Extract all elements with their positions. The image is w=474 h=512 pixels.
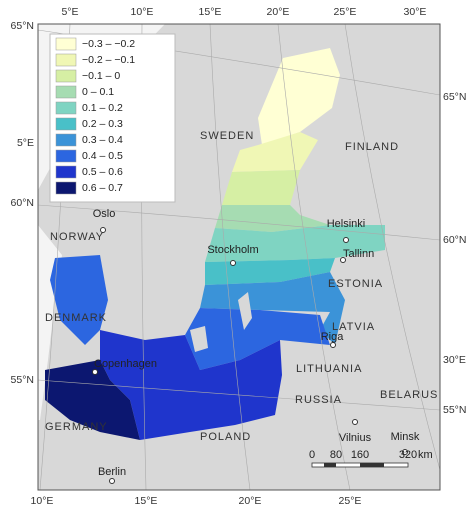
graticule-label: 25°E xyxy=(334,6,357,18)
graticule-label: 60°N xyxy=(443,234,466,246)
city-label: Tallinn xyxy=(343,248,374,260)
city-label: Stockholm xyxy=(207,244,258,256)
scale-unit: km xyxy=(418,449,433,461)
sea-region xyxy=(222,170,300,205)
country-label: LATVIA xyxy=(332,321,375,333)
graticule-label: 20°E xyxy=(239,495,262,507)
country-label: ESTONIA xyxy=(328,278,383,290)
sea-region xyxy=(100,330,282,440)
city-marker xyxy=(340,257,346,263)
scale-bar-segment xyxy=(360,463,384,467)
scale-bar-segment xyxy=(324,463,336,467)
sea-region xyxy=(258,48,340,145)
graticule-label: 10°E xyxy=(131,6,154,18)
legend-swatch xyxy=(55,53,77,67)
legend-swatch xyxy=(55,85,77,99)
graticule-label: 55°N xyxy=(11,374,34,386)
sea-region xyxy=(45,360,140,440)
country-label: LITHUANIA xyxy=(296,363,362,375)
sea-region xyxy=(205,258,335,285)
country-label: RUSSIA xyxy=(295,394,342,406)
country-label: DENMARK xyxy=(45,312,107,324)
city-label: Vilnius xyxy=(339,432,372,444)
graticule-line xyxy=(37,379,441,411)
scale-label: 160 xyxy=(351,449,369,461)
city-label: Helsinki xyxy=(327,218,366,230)
legend-label: 0.3 – 0.4 xyxy=(82,134,123,146)
city-marker xyxy=(230,260,236,266)
country-label: FINLAND xyxy=(345,141,399,153)
city-marker xyxy=(343,237,349,243)
graticule-line xyxy=(277,23,351,491)
legend-swatch xyxy=(55,133,77,147)
graticule-label: 10°E xyxy=(31,495,54,507)
sea-region xyxy=(205,225,385,262)
legend-label: −0.1 – 0 xyxy=(82,70,120,82)
legend-label: 0.1 – 0.2 xyxy=(82,102,123,114)
island xyxy=(190,326,208,352)
city-label: Copenhagen xyxy=(94,358,157,370)
graticule-line xyxy=(209,23,251,491)
sea-region xyxy=(50,255,108,345)
city-label: Minsk xyxy=(391,431,420,443)
legend-label: 0.5 – 0.6 xyxy=(82,166,123,178)
sea-region xyxy=(232,132,318,172)
graticule-label: 20°E xyxy=(267,6,290,18)
legend-label: 0.2 – 0.3 xyxy=(82,118,123,130)
city-marker xyxy=(92,369,98,375)
scale-label: 0 xyxy=(309,449,315,461)
island xyxy=(238,292,252,330)
graticule-label: 65°N xyxy=(443,91,466,103)
graticule-label: 65°N xyxy=(11,20,34,32)
city-label: Oslo xyxy=(93,208,116,220)
map-frame xyxy=(37,23,441,491)
graticule-line xyxy=(344,23,441,471)
graticule-line xyxy=(37,204,441,241)
graticule-label: 5°E xyxy=(17,137,34,149)
legend-label: 0.6 – 0.7 xyxy=(82,182,123,194)
city-label: Riga xyxy=(321,331,345,343)
legend-label: −0.2 – −0.1 xyxy=(82,54,135,66)
sea-region xyxy=(215,205,330,232)
graticule-label: 15°E xyxy=(135,495,158,507)
graticule-label: 30°E xyxy=(443,354,466,366)
graticule-label: 55°N xyxy=(443,404,466,416)
city-marker xyxy=(402,449,408,455)
sea-region xyxy=(185,308,330,370)
sea-region xyxy=(200,272,345,345)
legend-swatch xyxy=(55,101,77,115)
legend-swatch xyxy=(55,117,77,131)
country-label: GERMANY xyxy=(45,421,108,433)
legend-swatch xyxy=(55,165,77,179)
city-marker xyxy=(100,227,106,233)
graticule-label: 5°E xyxy=(61,6,78,18)
country-label: SWEDEN xyxy=(200,130,254,142)
legend-label: 0 – 0.1 xyxy=(82,86,114,98)
city-marker xyxy=(109,478,115,484)
city-marker xyxy=(330,342,336,348)
country-label: POLAND xyxy=(200,431,251,443)
legend-label: 0.4 – 0.5 xyxy=(82,150,123,162)
graticule-label: 30°E xyxy=(404,6,427,18)
graticule-label: 25°E xyxy=(339,495,362,507)
legend-swatch xyxy=(55,37,77,51)
legend-swatch xyxy=(55,149,77,163)
graticule-label: 15°E xyxy=(199,6,222,18)
scale-label: 80 xyxy=(330,449,342,461)
graticule-label: 60°N xyxy=(11,197,34,209)
country-label: BELARUS xyxy=(380,389,438,401)
city-label: Berlin xyxy=(98,466,126,478)
legend-swatch xyxy=(55,181,77,195)
legend-swatch xyxy=(55,69,77,83)
scale-label: 320 xyxy=(399,449,417,461)
country-label: NORWAY xyxy=(50,231,104,243)
city-marker xyxy=(352,419,358,425)
legend-label: −0.3 – −0.2 xyxy=(82,38,135,50)
